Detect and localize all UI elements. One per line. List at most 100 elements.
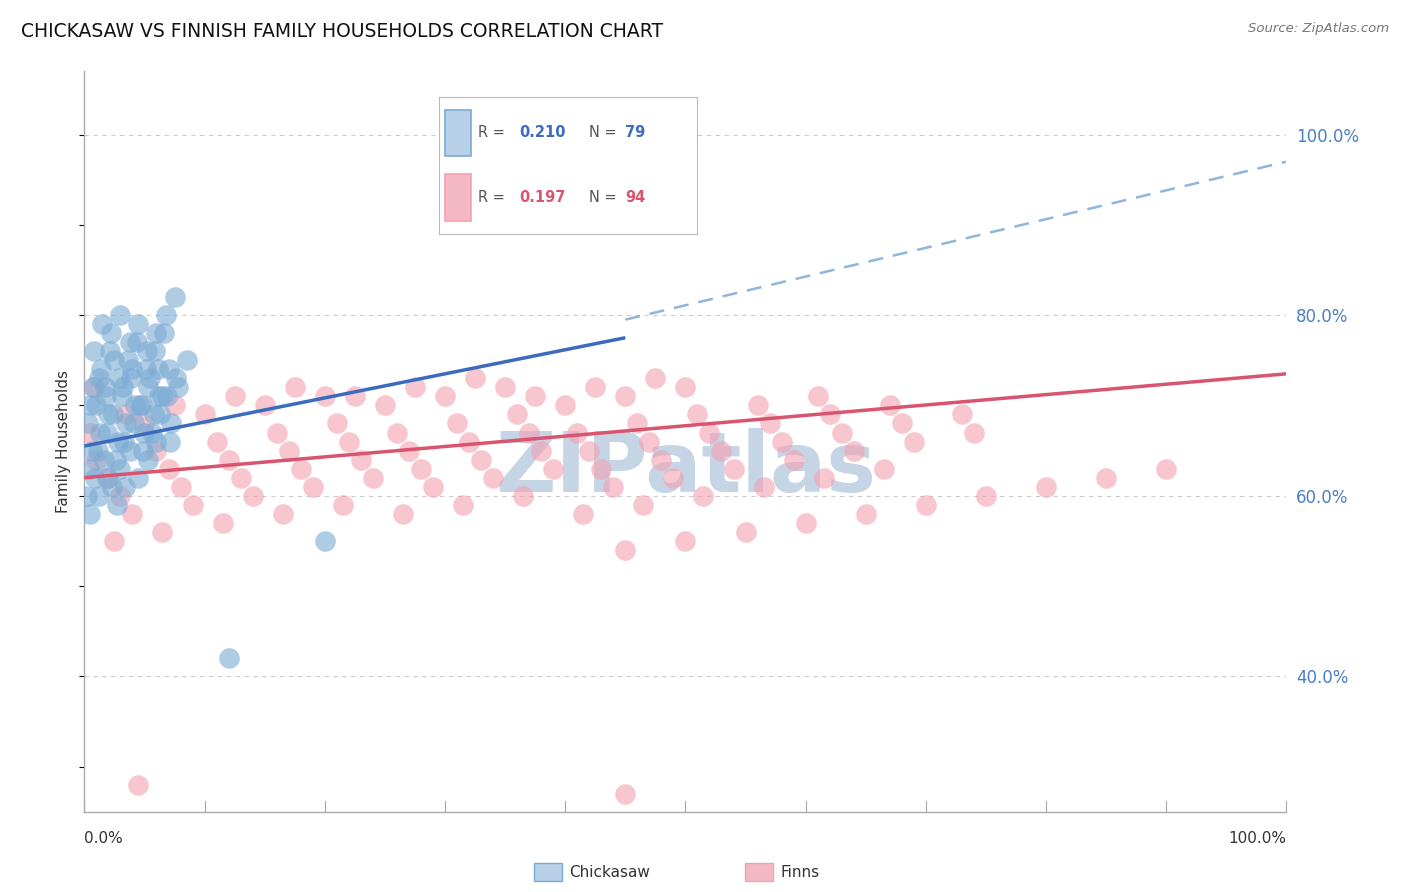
Point xyxy=(115,408,138,422)
Point xyxy=(98,344,121,359)
Point xyxy=(79,507,101,521)
Point xyxy=(107,434,129,449)
Point xyxy=(752,480,775,494)
Point xyxy=(136,452,159,467)
Point xyxy=(117,353,139,368)
Point xyxy=(141,425,163,440)
Point xyxy=(686,408,709,422)
Point xyxy=(831,425,853,440)
Point xyxy=(94,380,117,394)
Point xyxy=(91,317,114,331)
Point xyxy=(253,399,276,413)
Point xyxy=(169,480,191,494)
Point xyxy=(650,452,672,467)
Point xyxy=(446,417,468,431)
Point xyxy=(1035,480,1057,494)
Point xyxy=(229,470,252,484)
Point xyxy=(155,308,177,322)
Point xyxy=(163,290,186,304)
Point xyxy=(734,524,756,539)
Point xyxy=(110,308,132,322)
Point xyxy=(271,507,294,521)
Point xyxy=(127,470,149,484)
Point xyxy=(337,434,360,449)
Point xyxy=(159,434,181,449)
Point xyxy=(132,443,155,458)
Point xyxy=(974,489,997,503)
Point xyxy=(104,452,127,467)
Point xyxy=(218,452,240,467)
Point xyxy=(614,389,637,403)
Point xyxy=(194,408,217,422)
Point xyxy=(127,335,149,350)
Point xyxy=(97,408,120,422)
Point xyxy=(100,326,122,341)
Point xyxy=(127,778,149,792)
Point xyxy=(160,417,183,431)
Point xyxy=(89,425,111,440)
Point xyxy=(782,452,804,467)
Point xyxy=(332,498,354,512)
Point xyxy=(602,480,624,494)
Point xyxy=(101,480,124,494)
Point xyxy=(152,326,174,341)
Point xyxy=(541,461,564,475)
Point xyxy=(131,399,153,413)
Point xyxy=(692,489,714,503)
Point xyxy=(710,443,733,458)
Point xyxy=(167,380,190,394)
Point xyxy=(517,425,540,440)
Point xyxy=(139,371,162,385)
Point xyxy=(614,542,637,557)
Point xyxy=(873,461,896,475)
Point xyxy=(84,470,107,484)
Point xyxy=(127,317,149,331)
Point xyxy=(614,787,637,801)
Point xyxy=(110,461,132,475)
Point xyxy=(915,498,938,512)
Point xyxy=(205,434,228,449)
Point xyxy=(392,507,415,521)
Point xyxy=(409,461,432,475)
Point xyxy=(842,443,865,458)
Point xyxy=(103,353,125,368)
Point xyxy=(108,371,131,385)
Point xyxy=(77,461,100,475)
Point xyxy=(77,417,100,431)
Point xyxy=(87,489,110,503)
Point xyxy=(134,425,156,440)
Point xyxy=(93,452,115,467)
Point xyxy=(124,399,146,413)
Point xyxy=(118,443,141,458)
Point xyxy=(105,498,128,512)
Point xyxy=(1095,470,1118,484)
Point xyxy=(156,389,179,403)
Point xyxy=(121,507,143,521)
Point xyxy=(146,362,169,376)
Point xyxy=(398,443,420,458)
Point xyxy=(422,480,444,494)
Point xyxy=(950,408,973,422)
Point xyxy=(87,371,110,385)
Point xyxy=(86,399,108,413)
Point xyxy=(512,489,534,503)
Point xyxy=(723,461,745,475)
Point xyxy=(134,417,156,431)
Point xyxy=(145,443,167,458)
Point xyxy=(1156,461,1178,475)
Point xyxy=(770,434,793,449)
Point xyxy=(583,380,606,394)
Point xyxy=(277,443,299,458)
Point xyxy=(638,434,661,449)
Point xyxy=(644,371,666,385)
Point xyxy=(120,371,142,385)
Point xyxy=(314,389,336,403)
Point xyxy=(879,399,901,413)
Text: Chickasaw: Chickasaw xyxy=(569,865,651,880)
Point xyxy=(482,470,505,484)
Point xyxy=(807,389,830,403)
Point xyxy=(76,489,98,503)
Point xyxy=(361,470,384,484)
Point xyxy=(110,489,132,503)
Text: ZIPatlas: ZIPatlas xyxy=(495,428,876,509)
